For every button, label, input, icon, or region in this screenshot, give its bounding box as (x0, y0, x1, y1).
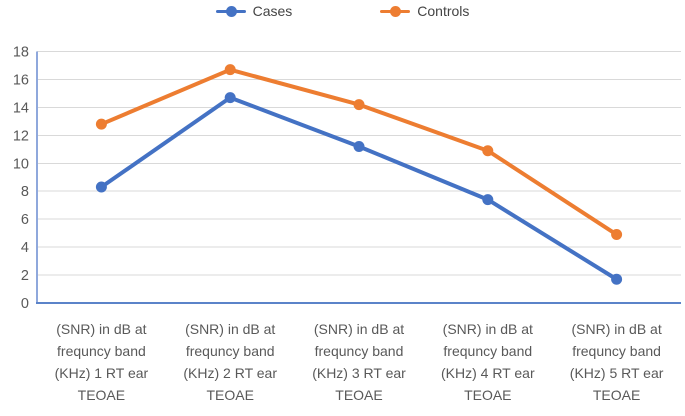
data-point-marker (224, 64, 236, 76)
y-tick-label: 8 (21, 184, 29, 200)
x-category-labels: (SNR) in dB at frequncy band (KHz) 1 RT ea… (55, 321, 664, 403)
legend-item-cases[interactable]: Cases (215, 3, 293, 19)
legend-label-controls: Controls (417, 3, 470, 19)
y-tick-label: 18 (13, 45, 29, 61)
y-tick-label: 10 (13, 156, 29, 172)
y-tick-label: 6 (21, 212, 29, 228)
y-tick-label: 2 (21, 268, 29, 284)
data-point-marker (353, 99, 365, 111)
x-category-label: (SNR) in dB at frequncy band (KHz) 3 RT ea… (312, 321, 406, 403)
y-tick-label: 4 (21, 240, 29, 256)
data-point-marker (95, 118, 107, 130)
x-category-label: (SNR) in dB at frequncy band (KHz) 5 RT ea… (570, 321, 664, 403)
series-cases (95, 92, 623, 285)
cases-legend-dot (225, 5, 237, 17)
data-point-marker (95, 181, 107, 193)
data-point-marker (353, 141, 365, 153)
x-category-label: (SNR) in dB at frequncy band (KHz) 2 RT ea… (183, 321, 277, 403)
y-tick-label: 16 (13, 72, 29, 88)
axes (36, 51, 681, 304)
series-line (99, 95, 619, 282)
series-line (99, 67, 619, 237)
legend-item-controls[interactable]: Controls (380, 3, 469, 19)
controls-legend-dot (390, 5, 402, 17)
cases-series-marker-icon (215, 5, 246, 17)
series-controls (95, 64, 623, 241)
x-category-label: (SNR) in dB at frequncy band (KHz) 1 RT ea… (55, 321, 149, 403)
data-point-marker (224, 92, 236, 104)
y-tick-label: 12 (13, 128, 29, 144)
legend: Cases Controls (0, 0, 685, 22)
controls-series-marker-icon (380, 5, 411, 17)
data-point-marker (611, 229, 623, 241)
gridlines (37, 51, 681, 276)
data-point-marker (611, 273, 623, 285)
data-point-marker (482, 145, 494, 157)
data-point-marker (482, 194, 494, 206)
x-category-label: (SNR) in dB at frequncy band (KHz) 4 RT ea… (441, 321, 535, 403)
y-tick-labels: 0 2 4 6 8 10 12 14 16 18 (13, 45, 29, 313)
y-tick-label: 14 (13, 100, 29, 116)
legend-label-cases: Cases (252, 3, 293, 19)
y-tick-label: 0 (21, 296, 29, 312)
